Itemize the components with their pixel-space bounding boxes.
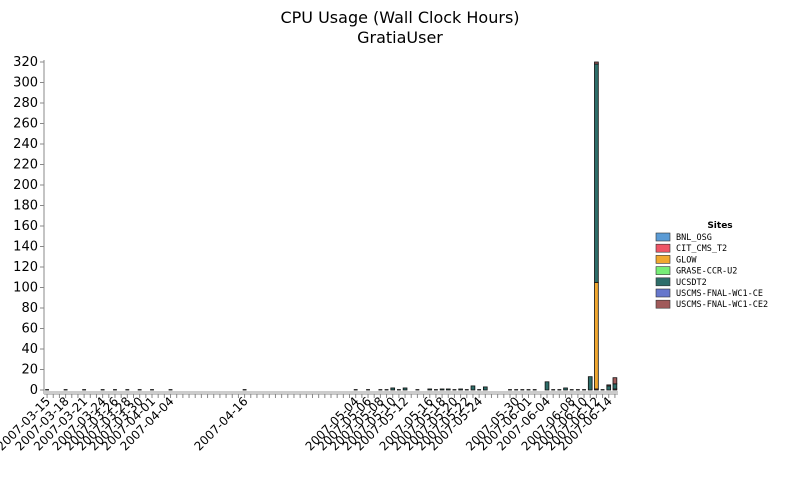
bar-segment <box>612 383 618 390</box>
y-tick-label: 180 <box>13 199 38 214</box>
axes <box>43 60 618 395</box>
y-tick-label: 140 <box>13 240 38 255</box>
bar-zero <box>452 389 457 391</box>
bar-zero <box>464 389 469 391</box>
bar-segment <box>594 61 599 65</box>
legend-swatch <box>655 243 671 253</box>
x-tick-label: 2007-04-16 <box>191 394 250 453</box>
legend-swatch <box>655 255 671 264</box>
bar-zero <box>82 389 87 391</box>
bar-segment <box>458 388 463 391</box>
legend-label: UCSDT2 <box>676 278 707 288</box>
legend-label: GRASE-CCR-U2 <box>676 267 737 277</box>
legend: Sites BNL_OSGCIT_CMS_T2GLOWGRASE-CCR-U2U… <box>655 221 768 310</box>
bar-zero <box>477 389 482 391</box>
bar-zero <box>366 389 370 391</box>
y-tick-label: 300 <box>13 76 38 91</box>
bar-zero <box>415 389 420 391</box>
legend-label: USCMS-FNAL-WC1-CE <box>676 289 763 299</box>
chart-title: CPU Usage (Wall Clock Hours) <box>280 8 519 27</box>
y-tick-label: 40 <box>21 342 38 357</box>
bar-zero <box>100 389 105 391</box>
y-tick-label: 240 <box>13 137 38 152</box>
y-tick-label: 20 <box>21 363 38 378</box>
bar-zero <box>353 389 358 391</box>
bar-zero <box>600 389 605 391</box>
bar-zero <box>137 389 142 391</box>
bar-zero <box>63 389 68 391</box>
bar-segment <box>544 381 550 391</box>
bar-zero <box>150 389 154 391</box>
legend-label: USCMS-FNAL-WC1-CE2 <box>676 300 768 310</box>
y-tick-label: 260 <box>13 117 38 132</box>
legend-title: Sites <box>707 221 732 231</box>
bar-segment <box>402 387 408 391</box>
y-tick-label: 280 <box>13 96 38 111</box>
bar-layer <box>45 61 618 391</box>
bar-zero <box>557 389 562 391</box>
chart-subtitle: GratiaUser <box>357 28 443 47</box>
bar-zero <box>520 389 525 391</box>
bar-zero <box>113 389 117 391</box>
bar-zero <box>551 389 556 391</box>
y-tick-label: 160 <box>13 219 38 234</box>
y-tick-label: 0 <box>30 383 38 398</box>
bar-segment <box>594 63 599 283</box>
bar-segment <box>482 386 488 391</box>
bar-zero <box>396 389 401 391</box>
bar-zero <box>242 389 247 391</box>
x-axis-ticks: 2007-03-152007-03-182007-03-212007-03-24… <box>0 394 616 453</box>
y-tick-label: 100 <box>13 281 38 296</box>
legend-swatch <box>655 288 671 298</box>
bar-segment <box>587 376 593 391</box>
bar-segment <box>606 384 612 387</box>
bar-zero <box>575 389 580 391</box>
bar-zero <box>434 389 438 391</box>
y-tick-label: 220 <box>13 158 38 173</box>
bar-zero <box>125 389 130 391</box>
legend-label: BNL_OSG <box>676 233 712 243</box>
bar-zero <box>582 389 586 391</box>
bar-segment <box>470 385 476 391</box>
legend-label: CIT_CMS_T2 <box>676 244 727 254</box>
bar-zero <box>384 389 389 391</box>
bar-zero <box>514 389 519 391</box>
bar-zero <box>168 389 173 391</box>
baseline-band <box>44 391 618 394</box>
bar-zero <box>45 389 49 391</box>
y-tick-label: 60 <box>21 322 38 337</box>
bar-segment <box>594 281 599 390</box>
y-tick-label: 120 <box>13 260 38 275</box>
legend-swatch <box>655 266 671 275</box>
bar-segment <box>445 388 451 391</box>
y-axis-ticks: 0 20 40 60 80 100 120 140 160 180 200 220 240 260 280 3… <box>13 55 44 398</box>
bar-zero <box>526 389 531 391</box>
bar-segment <box>439 388 445 391</box>
y-tick-label: 80 <box>21 301 38 316</box>
bar-zero <box>508 389 512 391</box>
bar-segment <box>606 385 612 391</box>
legend-swatch <box>655 277 671 287</box>
bar-segment <box>612 377 618 385</box>
bar-segment <box>563 387 568 391</box>
bar-zero <box>532 389 537 391</box>
bar-segment <box>390 387 396 391</box>
y-tick-label: 200 <box>13 178 38 193</box>
legend-swatch <box>655 232 671 242</box>
bar-zero <box>378 389 383 391</box>
legend-swatch <box>655 299 671 309</box>
bar-zero <box>569 389 574 391</box>
legend-label: GLOW <box>676 255 697 265</box>
bar-segment <box>427 388 433 391</box>
y-tick-label: 320 <box>13 55 38 70</box>
